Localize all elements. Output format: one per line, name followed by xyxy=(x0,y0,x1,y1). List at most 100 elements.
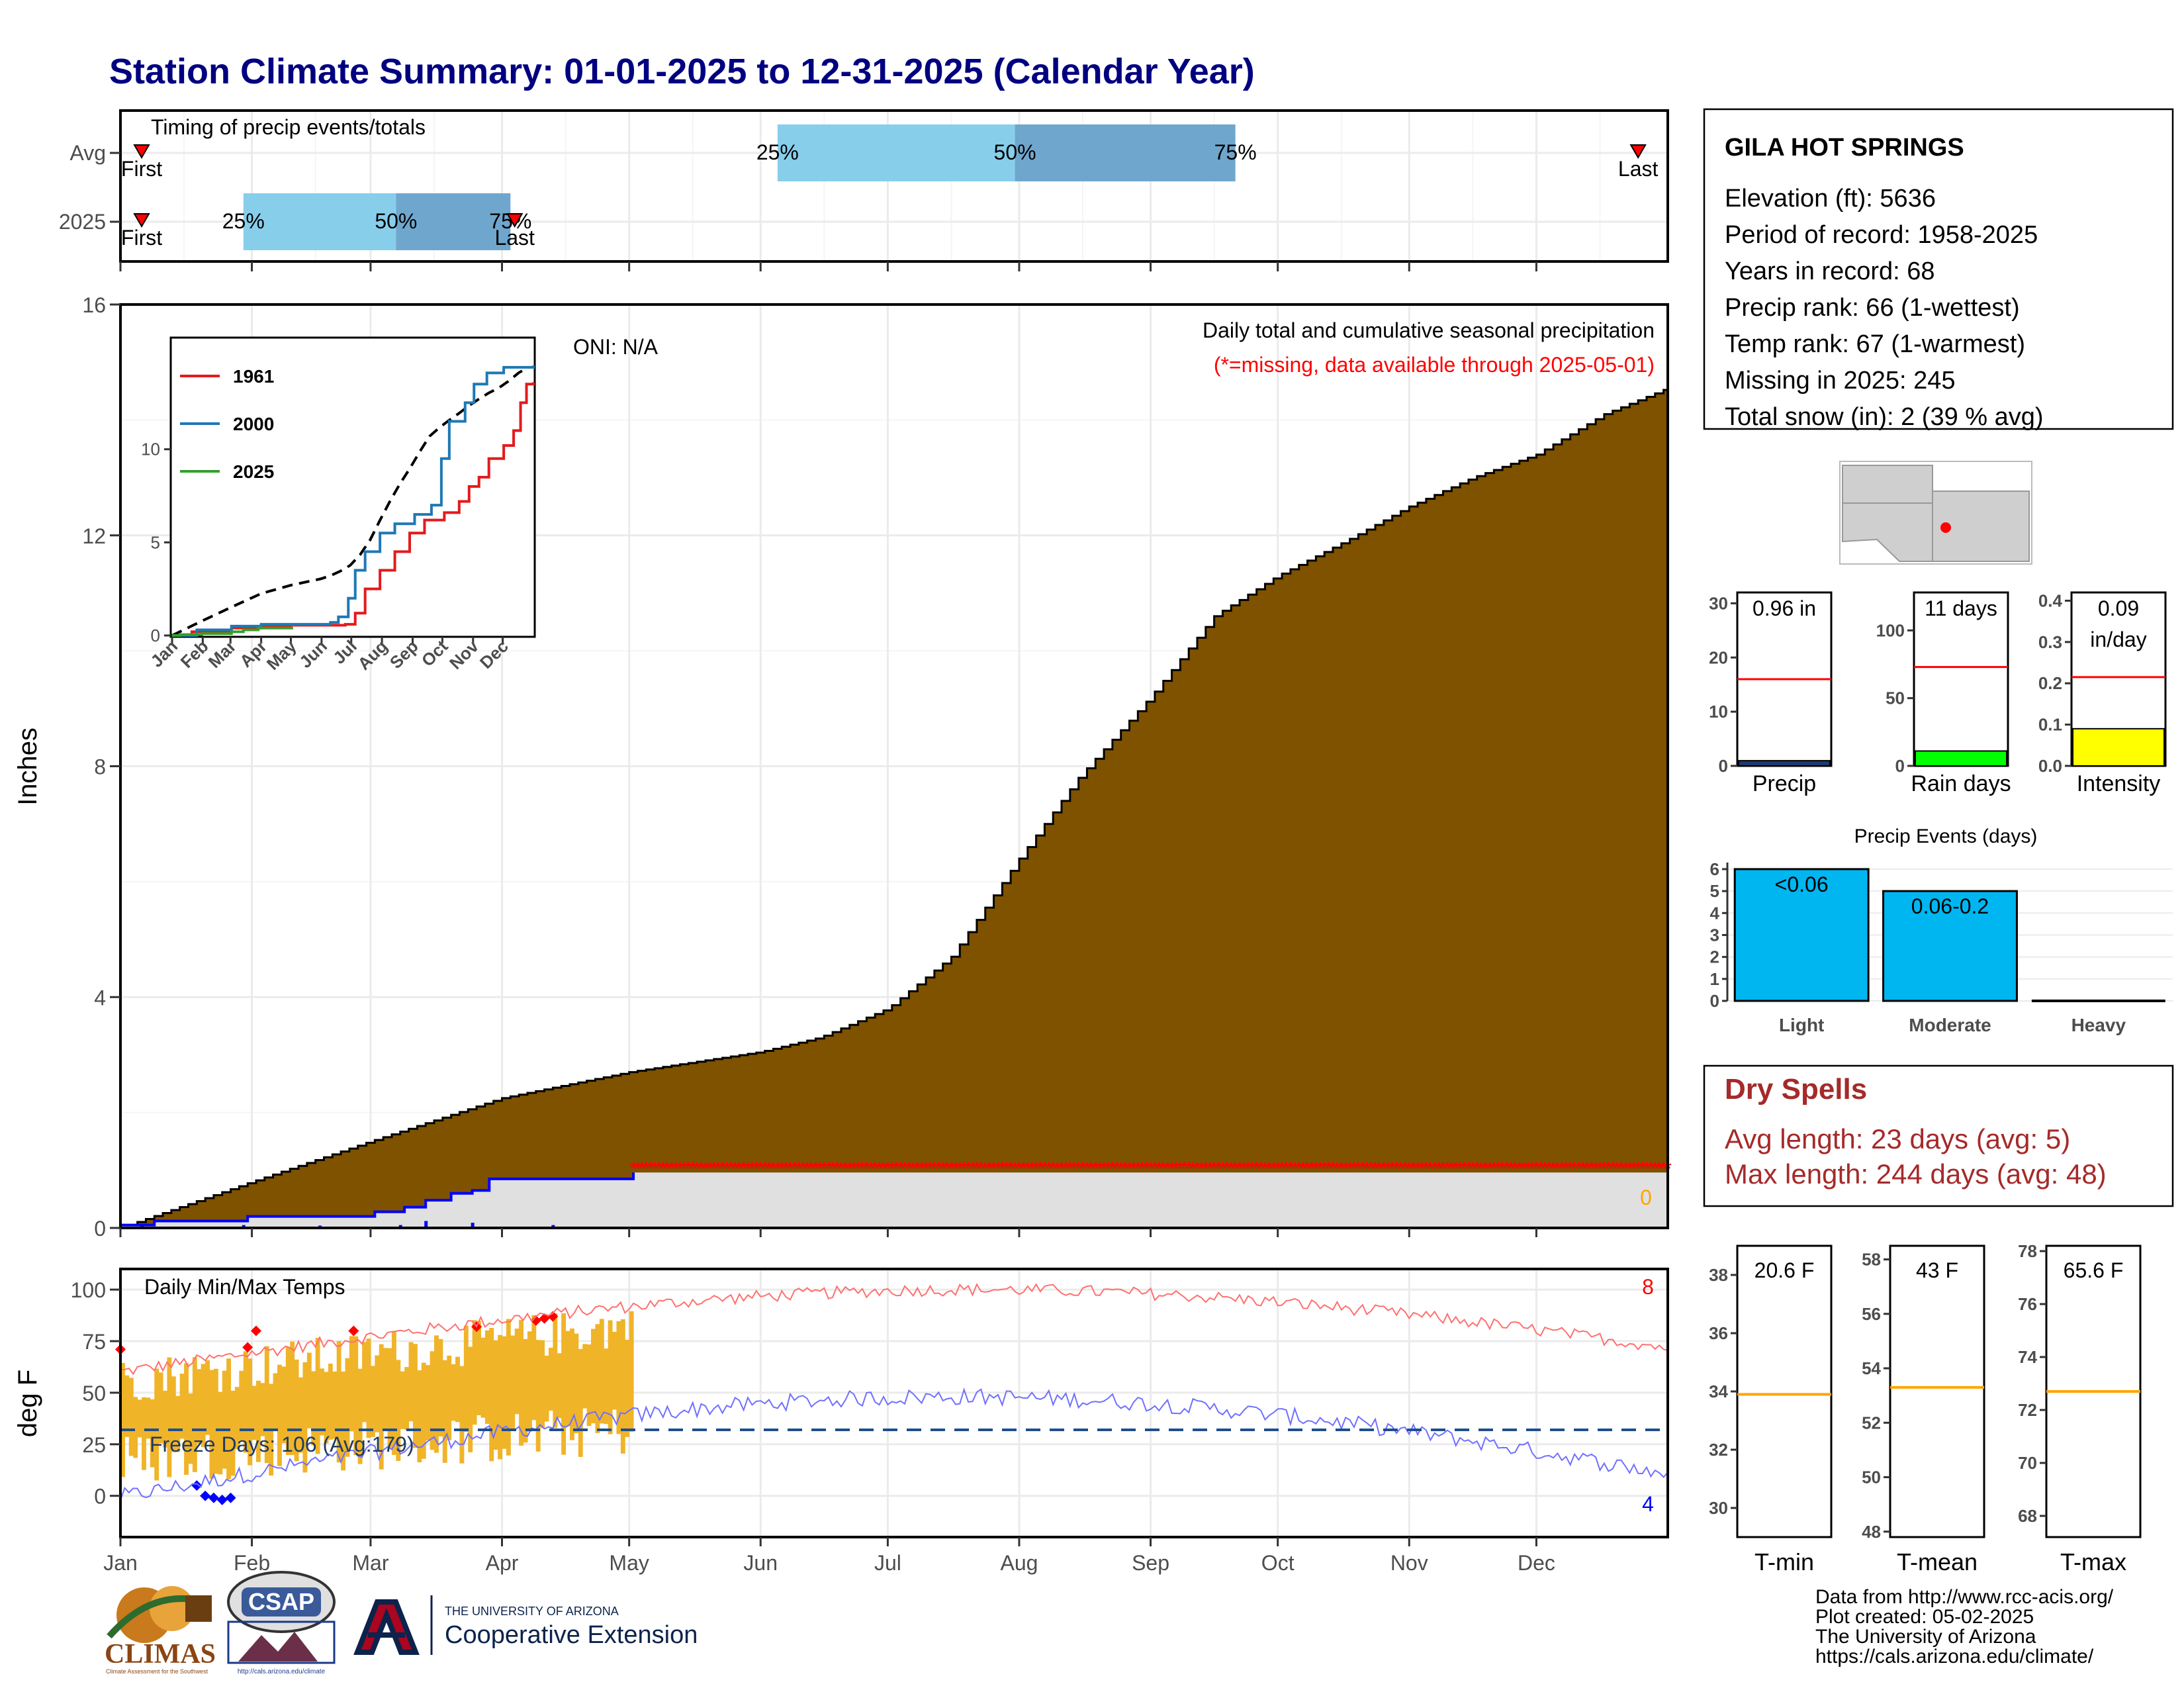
csap-logo: CSAP http://cals.arizona.edu/climate xyxy=(227,1571,336,1675)
daily-temp-bar xyxy=(332,1371,338,1439)
missing-day-marker: * xyxy=(1579,1158,1587,1180)
daily-temp-bar xyxy=(243,1351,248,1453)
missing-day-marker: * xyxy=(1477,1158,1485,1180)
missing-day-marker: * xyxy=(825,1158,833,1180)
missing-day-marker: * xyxy=(706,1158,714,1180)
missing-day-marker: * xyxy=(1651,1158,1659,1180)
missing-day-marker: * xyxy=(1342,1158,1349,1180)
missing-day-marker: * xyxy=(1160,1158,1167,1180)
missing-day-marker: * xyxy=(1482,1158,1490,1180)
mini-bar-y-tick-label: 0.1 xyxy=(2038,715,2062,735)
daily-temp-bar xyxy=(158,1372,163,1444)
missing-day-marker: * xyxy=(714,1158,722,1180)
daily-temp-bar xyxy=(472,1320,477,1425)
daily-temp-bar xyxy=(387,1348,392,1448)
missing-day-marker: * xyxy=(1397,1158,1405,1180)
record-low-marker xyxy=(216,1494,228,1505)
daily-temp-bar xyxy=(248,1358,253,1466)
inset-legend-label: 2025 xyxy=(233,461,274,482)
daily-temp-bar xyxy=(544,1355,549,1422)
dry-spells-avg: Avg length: 23 days (avg: 5) xyxy=(1725,1123,2070,1154)
missing-day-marker: * xyxy=(1583,1158,1591,1180)
precip-y-tick-label: 8 xyxy=(94,755,106,779)
record-high-marker xyxy=(530,1315,541,1326)
missing-day-marker: * xyxy=(1232,1158,1240,1180)
daily-temp-bar xyxy=(379,1344,384,1470)
daily-temp-bar xyxy=(290,1341,295,1456)
missing-day-marker: * xyxy=(1426,1158,1434,1180)
temp-summary-t-max: 65.6 F 68 70 72 74 76 78 T-max xyxy=(2018,1241,2142,1575)
missing-day-marker: * xyxy=(647,1158,655,1180)
inset-x-tick-label: Jun xyxy=(295,636,331,672)
daily-temp-bar xyxy=(298,1377,303,1453)
missing-day-marker: * xyxy=(1134,1158,1142,1180)
daily-temp-bar xyxy=(205,1360,210,1435)
record-low-marker xyxy=(200,1490,211,1501)
missing-day-marker: * xyxy=(1181,1158,1189,1180)
missing-day-marker: * xyxy=(897,1158,905,1180)
missing-day-marker: * xyxy=(740,1158,748,1180)
missing-day-marker: * xyxy=(1524,1158,1532,1180)
cumulative-2025-line xyxy=(120,1172,635,1227)
avg-first-label: First xyxy=(121,157,162,181)
missing-day-marker: * xyxy=(1325,1158,1333,1180)
daily-temp-bar xyxy=(591,1329,596,1424)
daily-temp-bar xyxy=(612,1331,617,1410)
temp-summary-y-tick-label: 78 xyxy=(2018,1241,2037,1261)
precip-y-tick-label: 12 xyxy=(82,524,106,548)
record-high-marker xyxy=(547,1311,559,1322)
missing-day-marker: * xyxy=(1079,1158,1087,1180)
daily-precip-bar xyxy=(424,1221,428,1228)
missing-day-marker: * xyxy=(1020,1158,1028,1180)
freeze-days-label: Freeze Days: 106 (Avg:179) xyxy=(150,1432,414,1456)
month-x-tick-label: Mar xyxy=(352,1551,388,1575)
missing-day-marker: * xyxy=(1562,1158,1570,1180)
missing-day-marker: * xyxy=(1609,1158,1617,1180)
daily-temp-bar xyxy=(234,1387,240,1450)
daily-temp-bar xyxy=(264,1346,269,1464)
daily-temp-bar xyxy=(463,1325,469,1432)
daily-temp-bar xyxy=(294,1359,299,1462)
missing-day-marker: * xyxy=(731,1158,739,1180)
missing-day-marker: * xyxy=(922,1158,930,1180)
avg-q50-75-bar xyxy=(1015,124,1236,181)
missing-day-marker: * xyxy=(1367,1158,1375,1180)
missing-day-marker: * xyxy=(782,1158,790,1180)
daily-temp-bar xyxy=(255,1380,261,1462)
missing-day-marker: * xyxy=(1350,1158,1358,1180)
missing-day-marker: * xyxy=(1253,1158,1261,1180)
y2025-last-marker xyxy=(506,213,523,228)
missing-day-marker: * xyxy=(1163,1158,1171,1180)
events-y-tick-label: 1 xyxy=(1710,969,1719,989)
daily-precip-bar xyxy=(471,1223,475,1228)
mini-bar-y-tick-label: 30 xyxy=(1709,593,1728,613)
missing-day-marker: * xyxy=(1621,1158,1629,1180)
missing-day-marker: * xyxy=(1269,1158,1277,1180)
daily-temp-bar xyxy=(595,1324,600,1433)
mini-bar-value-label: 0.96 in xyxy=(1752,596,1816,620)
dry-spells-title: Dry Spells xyxy=(1725,1073,1867,1105)
missing-day-marker: * xyxy=(1248,1158,1256,1180)
missing-day-marker: * xyxy=(723,1158,731,1180)
temp-summary-y-tick-label: 30 xyxy=(1709,1498,1728,1518)
missing-day-marker: * xyxy=(1058,1158,1066,1180)
daily-temp-bar xyxy=(608,1320,613,1434)
missing-day-marker: * xyxy=(710,1158,718,1180)
missing-day-marker: * xyxy=(973,1158,981,1180)
missing-day-marker: * xyxy=(676,1158,684,1180)
ua-extension: Cooperative Extension xyxy=(445,1621,698,1649)
events-bar-label: <0.06 xyxy=(1775,872,1829,896)
temp-summary-y-tick-label: 48 xyxy=(1862,1522,1881,1542)
daily-temp-bar xyxy=(616,1321,621,1434)
missing-day-marker: * xyxy=(761,1158,769,1180)
missing-day-marker: * xyxy=(1570,1158,1578,1180)
station-info-box: GILA HOT SPRINGS Elevation (ft): 5636 Pe… xyxy=(1703,108,2174,431)
missing-day-marker: * xyxy=(1660,1158,1668,1180)
avg-q25-50-bar xyxy=(777,124,1015,181)
missing-day-marker: * xyxy=(1613,1158,1621,1180)
mini-bar-y-tick-label: 50 xyxy=(1886,688,1905,708)
daily-temp-bar xyxy=(582,1344,588,1409)
mini-bar-intensity: 0.09 in/day 0.0 0.1 0.2 0.3 0.4 Intensity xyxy=(2038,590,2167,796)
inset-x-tick-label: May xyxy=(263,636,300,674)
